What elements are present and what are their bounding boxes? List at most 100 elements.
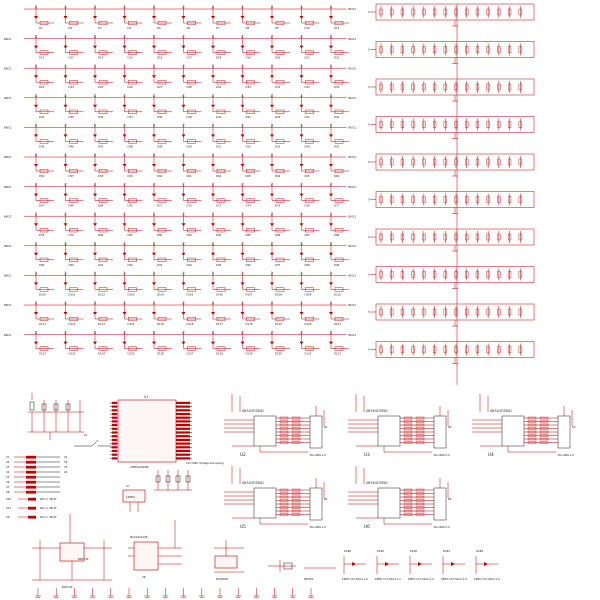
bank-resistor-body (507, 83, 512, 91)
sr-output-resistor-2 (539, 420, 549, 423)
resistor-symbol (187, 316, 196, 322)
net-flag (26, 475, 36, 479)
switch-ref: K1 (84, 433, 88, 437)
vcc-label: 5V (123, 94, 127, 98)
matrix-cell: 5V D131 (299, 330, 320, 356)
ground-stroke (126, 588, 132, 598)
vcc-label: 5V (182, 271, 186, 275)
resistor-symbol (305, 198, 314, 203)
sr-output-resistor-2 (539, 434, 549, 437)
matrix-cell: 5V D15 (122, 34, 143, 60)
sr-output-resistor-2 (415, 441, 425, 444)
matrix-cell: 5V D110 (329, 271, 349, 296)
sr-output-resistor-2 (415, 509, 425, 513)
matrix-cell: 5V D40 (211, 94, 231, 119)
ground-symbol (144, 588, 151, 598)
vcc-label: 5V (93, 182, 97, 186)
sr-output-resistor (403, 420, 413, 423)
led-symbol (299, 45, 304, 49)
bank-input-label: 5 (368, 348, 370, 352)
led-designator: D59 (128, 174, 134, 178)
sr-output-resistor-2 (415, 420, 425, 423)
led-designator: D1 (39, 26, 43, 30)
resistor-symbol (216, 198, 226, 203)
led-designator: D3 (98, 26, 102, 30)
pwr-net-label: PA0 or 3B-4F (40, 497, 57, 501)
resistor-symbol (128, 80, 137, 85)
sr-output-resistor-2 (415, 502, 425, 506)
sr-output-resistor (279, 423, 289, 427)
ground-symbol (162, 588, 169, 598)
led-symbol (181, 75, 186, 79)
bank-resistor-body (475, 8, 480, 16)
led-symbol (63, 104, 68, 108)
sr-output-resistor (527, 441, 537, 444)
pwr-net-label: PA2 or 3B-4F (40, 515, 57, 519)
led-symbol (63, 252, 68, 256)
sr-chip (377, 487, 401, 519)
bank-resistor-body (379, 121, 383, 128)
sr-output-resistor (527, 420, 537, 423)
resistor-symbol (216, 287, 226, 292)
led-designator: D45 (39, 144, 45, 148)
sr-chip (253, 415, 277, 447)
resistor-symbol (305, 257, 314, 262)
bank-resistor-body (390, 158, 394, 166)
matrix-cell: 5V D27 (152, 64, 172, 89)
indicator-led: D1B0 KPHD-1T2-50A4-1.0 (342, 549, 368, 581)
led-designator: D74 (246, 204, 252, 208)
led-symbol (418, 562, 422, 566)
vcc-label: 5V (152, 242, 156, 246)
sr-output-resistor-2 (539, 427, 549, 430)
sr-output-resistor (403, 506, 413, 509)
led-designator: D80 (98, 233, 104, 237)
led-symbol (152, 104, 156, 108)
resistor-symbol (246, 346, 255, 351)
led-symbol (122, 75, 127, 79)
sr-cap-label: BL-1066-1.0 (558, 453, 574, 457)
matrix-cell: 5V D56 (34, 153, 54, 178)
resistor-bank: 5 5 5 5 5 5 5 5 5 5 (368, 3, 535, 385)
sr-output-resistor-2 (291, 502, 301, 506)
bank-resistor-body (411, 8, 415, 16)
resistor-symbol (216, 257, 226, 262)
bank-resistor-body (411, 196, 415, 203)
matrix-cell: 5V D4 (122, 5, 143, 30)
led-symbol (329, 16, 333, 19)
mcu-pin-flag-right (176, 409, 190, 412)
vcc-label: 5V (270, 242, 274, 246)
vcc-label: 5V (34, 301, 38, 305)
sr-power (355, 466, 365, 484)
k-net: X1 X1 (6, 455, 68, 459)
matrix-cell: 5V D100 (34, 271, 54, 296)
bank-resistor-body (454, 46, 458, 53)
bank-resistor-body (497, 83, 501, 91)
vcc-label: 5V (93, 271, 97, 275)
bank-input-label: 5 (368, 273, 370, 277)
vcc-label: 5V (93, 94, 97, 98)
led-symbol (240, 282, 245, 286)
vcc-label: 5V (123, 64, 127, 68)
led-symbol (122, 164, 127, 167)
vcc-label: 5V (93, 123, 97, 127)
bank-resistor-body (486, 158, 490, 166)
sr-vcc (439, 406, 449, 426)
resistor-symbol (187, 257, 196, 262)
led-symbol (181, 312, 186, 315)
vcc-label: 5V (182, 64, 186, 68)
matrix-cell: 5V D62 (211, 153, 231, 178)
bank-resistor-body (518, 158, 522, 166)
bank-resistor-body (475, 46, 480, 53)
resistor-symbol (128, 20, 137, 26)
bank-resistor-body (443, 308, 447, 316)
sr-resistor-ref: R5 (448, 497, 452, 501)
matrix-cell: 5V D51 (211, 123, 231, 148)
fuse-ref: NTMD1 (304, 577, 314, 581)
bank-resistor-body (507, 271, 512, 278)
bank-resistor-body (390, 121, 394, 128)
led-symbol (240, 16, 245, 19)
led-symbol (93, 45, 97, 49)
sr-power (231, 394, 241, 412)
led-designator: D72 (187, 204, 193, 208)
